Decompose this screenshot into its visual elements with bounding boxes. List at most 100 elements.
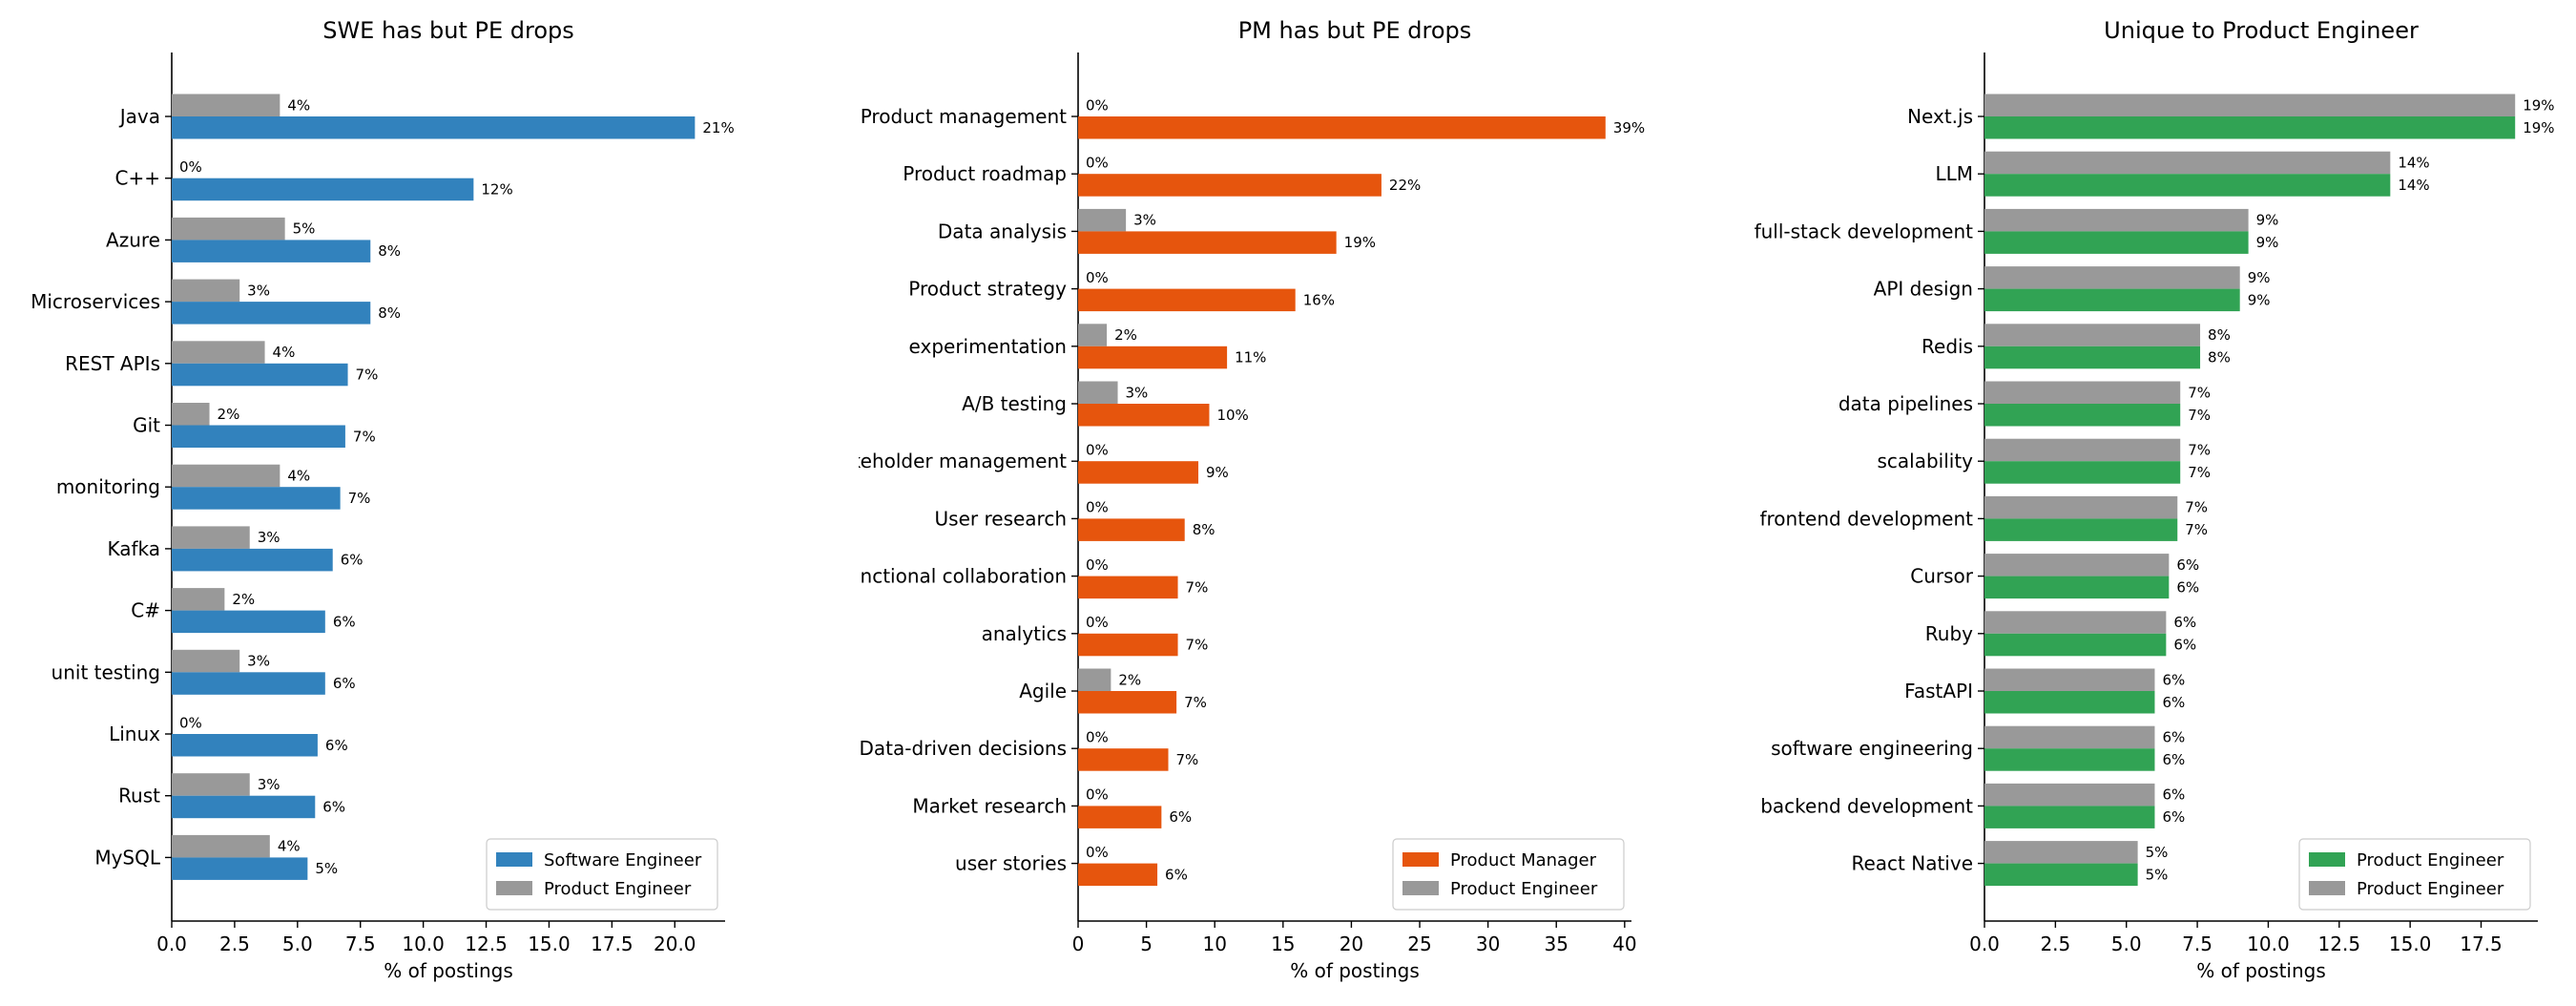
- y-tick-label: FastAPI: [1904, 680, 1973, 702]
- x-tick-label: 25: [1407, 933, 1431, 955]
- bar-product-engineer: [1078, 381, 1118, 404]
- legend-label: Product Manager: [1450, 850, 1597, 870]
- bar-product-manager: [1078, 691, 1177, 714]
- y-tick-label: A/B testing: [962, 392, 1067, 415]
- bar-software-engineer: [172, 734, 318, 757]
- data-label: 3%: [1133, 212, 1156, 229]
- data-label: 0%: [1086, 499, 1109, 516]
- bar-product-engineer: [1984, 518, 2178, 541]
- bar-product-manager: [1078, 806, 1162, 828]
- data-label: 7%: [2188, 441, 2211, 458]
- data-label: 4%: [278, 838, 301, 855]
- x-tick-label: 2.5: [2040, 933, 2070, 955]
- y-tick-label: Product management: [861, 105, 1067, 128]
- x-tick-label: 15.0: [528, 933, 571, 955]
- data-label: 0%: [1086, 154, 1109, 171]
- bar-product-engineer: [1984, 806, 2155, 828]
- data-label: 14%: [2398, 177, 2429, 194]
- bar-software-engineer: [172, 363, 348, 387]
- bar-product-engineer: [1984, 863, 2138, 887]
- y-tick-label: Ruby: [1925, 622, 1973, 645]
- data-label: 0%: [1086, 441, 1109, 458]
- bar-software-engineer: [172, 425, 345, 448]
- bar-product-engineer: [172, 834, 270, 858]
- bar-product-engineer: [1078, 208, 1127, 232]
- bar-software-engineer: [172, 795, 316, 819]
- bar-product-engineer: [1984, 288, 2240, 312]
- bar-product-engineer: [1984, 208, 2249, 232]
- data-label: 7%: [348, 490, 371, 507]
- legend-box: [486, 838, 718, 911]
- bar-product-engineer: [1984, 633, 2167, 657]
- x-tick-label: 15: [1271, 933, 1295, 955]
- bar-product-engineer: [172, 588, 225, 611]
- x-axis-label: % of postings: [384, 959, 513, 982]
- x-tick-label: 10: [1202, 933, 1226, 955]
- data-label: 19%: [2523, 119, 2554, 136]
- data-label: 0%: [1086, 844, 1109, 861]
- data-label: 19%: [1344, 234, 1376, 251]
- data-label: 4%: [273, 344, 296, 361]
- data-label: 12%: [481, 180, 512, 198]
- data-label: 21%: [702, 119, 734, 136]
- data-label: 6%: [2162, 751, 2185, 768]
- bars-group: 19% 19% 14% 14% 9% 9% 9% 9% 8% 8% 7% 7% 7% 7% 7% 7% 6% 6%…: [1984, 94, 2555, 887]
- data-label: 0%: [1086, 556, 1109, 574]
- legend-swatch: [2309, 852, 2345, 867]
- data-label: 6%: [1165, 866, 1188, 883]
- data-label: 19%: [2523, 96, 2554, 114]
- bar-product-engineer: [172, 464, 280, 488]
- data-label: 5%: [2146, 844, 2169, 861]
- data-label: 11%: [1235, 349, 1266, 367]
- data-label: 7%: [1176, 751, 1199, 768]
- legend-box: [1392, 838, 1625, 911]
- data-label: 6%: [341, 552, 364, 569]
- y-tick-label: frontend development: [1759, 507, 1973, 530]
- bar-product-manager: [1078, 404, 1210, 427]
- bar-product-engineer: [1078, 668, 1111, 691]
- data-label: 6%: [2162, 728, 2185, 745]
- x-tick-label: 17.5: [591, 933, 634, 955]
- bar-product-engineer: [1984, 461, 2181, 484]
- axis-group: 0.0 2.5 5.0 7.5 10.0 12.5 15.0 17.5 Next.js LLM fu…: [1755, 52, 2538, 955]
- data-label: 7%: [356, 367, 379, 384]
- bar-product-engineer: [1984, 231, 2249, 254]
- bar-product-engineer: [1984, 691, 2155, 714]
- y-tick-label: Agile: [1019, 680, 1067, 702]
- bar-product-engineer: [1984, 748, 2155, 771]
- x-tick-label: 12.5: [2318, 933, 2361, 955]
- y-tick-label: C++: [115, 167, 160, 190]
- bar-product-engineer: [1984, 381, 2181, 404]
- data-label: 6%: [2162, 808, 2185, 826]
- x-tick-label: 5.0: [2111, 933, 2142, 955]
- data-label: 7%: [1186, 578, 1209, 596]
- x-tick-label: 10.0: [2247, 933, 2290, 955]
- y-tick-label: Linux: [109, 723, 160, 745]
- y-tick-label: Java: [118, 105, 160, 128]
- chart-svg: Unique to Product Engineer 0.0 2.5 5.0 7.5 1…: [1755, 17, 2555, 982]
- y-tick-label: monitoring: [56, 475, 160, 498]
- bars-group: 0% 39% 0% 22% 3% 19% 0% 16% 2% 11% 3% 10% 0% 9% 0% 8% 0%…: [1078, 96, 1645, 887]
- data-label: 14%: [2398, 154, 2429, 171]
- bar-software-engineer: [172, 116, 696, 139]
- data-label: 6%: [2176, 578, 2199, 596]
- legend: Product Engineer Product Engineer: [2298, 838, 2531, 911]
- y-tick-label: full-stack development: [1755, 220, 1974, 242]
- data-label: 4%: [287, 467, 310, 484]
- data-label: 8%: [378, 304, 401, 322]
- bar-software-engineer: [172, 178, 474, 201]
- y-tick-label: Data analysis: [938, 220, 1067, 242]
- data-label: 7%: [2185, 499, 2208, 516]
- bar-product-engineer: [1984, 495, 2178, 519]
- legend: Software Engineer Product Engineer: [486, 838, 718, 911]
- data-label: 8%: [1193, 521, 1215, 538]
- bar-product-engineer: [1984, 783, 2155, 807]
- bar-product-engineer: [1984, 841, 2138, 864]
- bar-product-engineer: [1984, 116, 2516, 139]
- data-label: 2%: [1118, 671, 1141, 688]
- data-label: 3%: [247, 653, 270, 670]
- bar-software-engineer: [172, 302, 371, 325]
- x-tick-label: 5.0: [282, 933, 313, 955]
- x-tick-label: 0: [1072, 933, 1085, 955]
- data-label: 0%: [1086, 96, 1109, 114]
